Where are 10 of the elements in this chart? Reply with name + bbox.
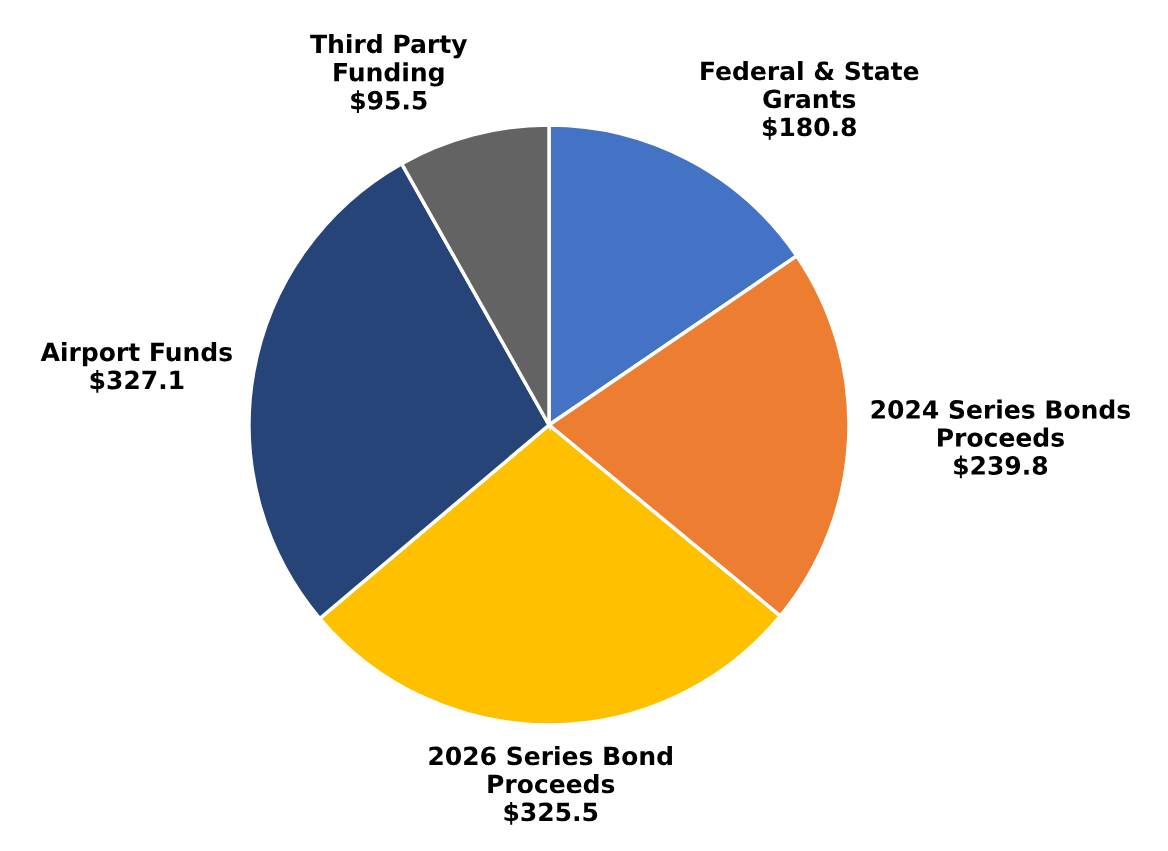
slice-label: 2026 Series Bond Proceeds <box>429 746 672 794</box>
data-label: $327.1 <box>90 370 184 393</box>
data-label: $325.5 <box>504 801 598 825</box>
data-label: $95.5 <box>351 90 427 113</box>
data-label: $239.8 <box>954 455 1048 479</box>
data-label: $180.8 <box>762 116 856 140</box>
slice-label: Airport Funds <box>40 342 232 367</box>
slice-label: Third Party Funding <box>310 33 468 87</box>
slice-label: Federal & State Grants <box>701 60 919 109</box>
slice-label: 2024 Series Bonds Proceeds <box>871 399 1130 447</box>
